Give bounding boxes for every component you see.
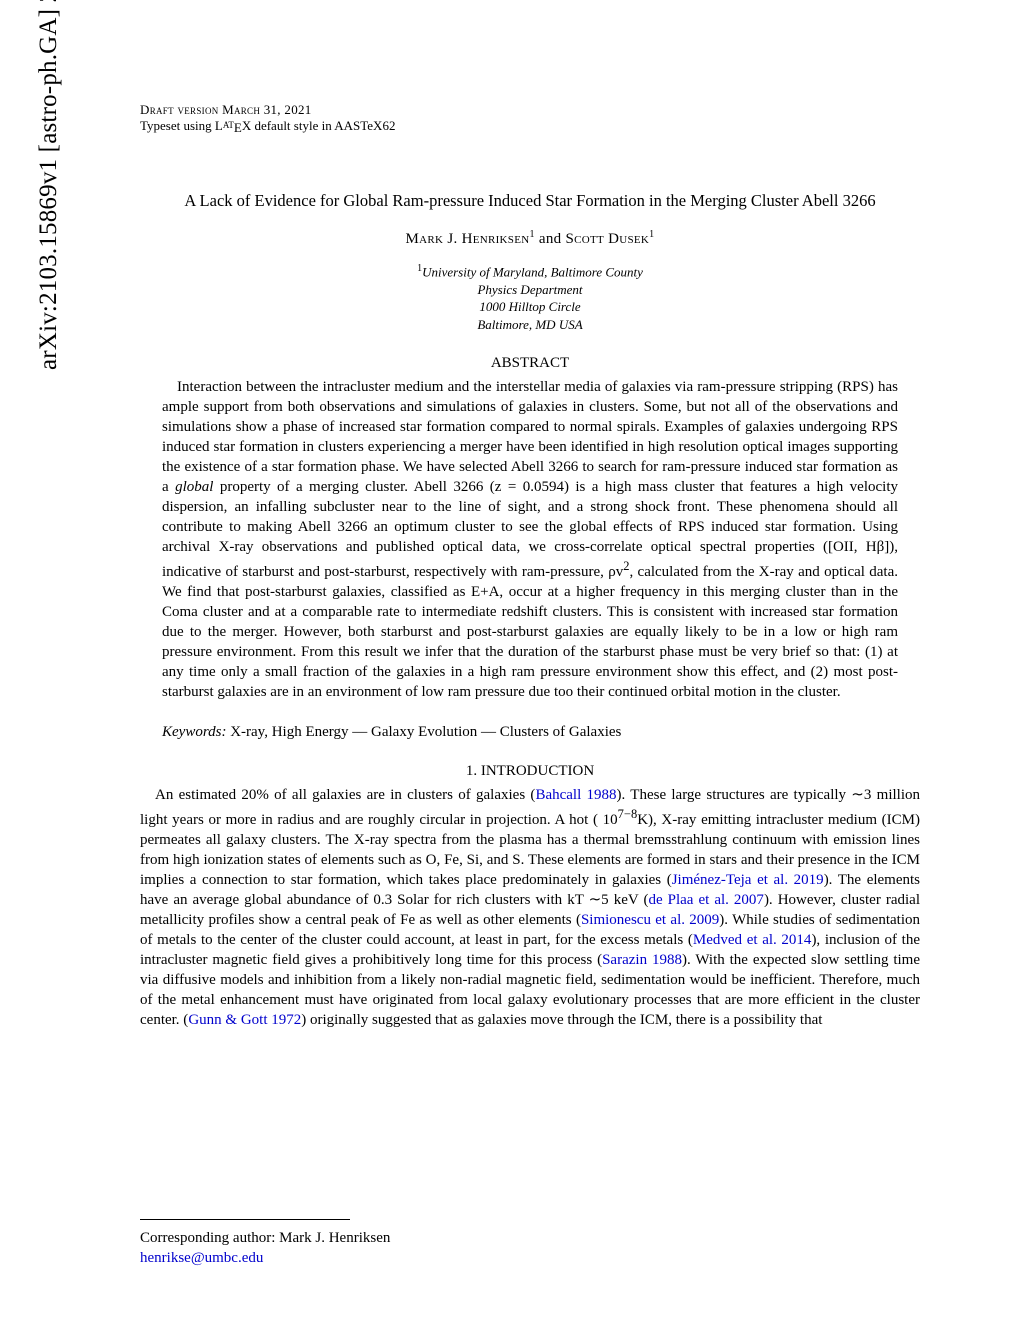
intro-9: ) originally suggested that as galaxies … — [301, 1012, 822, 1028]
page-content: Draft version March 31, 2021 Typeset usi… — [0, 0, 1020, 1081]
author-1: Mark J. Henriksen — [406, 231, 530, 247]
footer-rule — [140, 1219, 350, 1220]
draft-version: Draft version March 31, 2021 — [140, 102, 920, 118]
affiliation-line3: 1000 Hilltop Circle — [479, 299, 580, 314]
abstract-heading: ABSTRACT — [140, 355, 920, 372]
latex-rest: X default style in AASTeX62 — [242, 118, 396, 133]
keywords-label: Keywords: — [162, 724, 230, 740]
paper-title: A Lack of Evidence for Global Ram-pressu… — [140, 191, 920, 211]
abstract-global: global — [175, 479, 213, 495]
author-2: Scott Dusek — [565, 231, 649, 247]
section-title: INTRODUCTION — [481, 763, 594, 779]
cite-jimenez[interactable]: Jiménez-Teja et al. 2019 — [672, 872, 824, 888]
intro-sup78: 7−8 — [618, 807, 638, 821]
section-number: 1. — [466, 763, 481, 779]
affiliation-line1: University of Maryland, Baltimore County — [422, 264, 643, 279]
typeset-prefix: Typeset using L — [140, 118, 223, 133]
footer: Corresponding author: Mark J. Henriksen … — [140, 1219, 920, 1269]
corresponding-author: Corresponding author: Mark J. Henriksen — [140, 1228, 920, 1248]
intro-1: An estimated 20% of all galaxies are in … — [155, 787, 535, 803]
keywords-text: X-ray, High Energy — Galaxy Evolution — … — [230, 724, 621, 740]
affiliation-line2: Physics Department — [477, 282, 582, 297]
section-heading: 1. INTRODUCTION — [140, 763, 920, 780]
author-and: and — [535, 231, 566, 247]
keywords: Keywords: X-ray, High Energy — Galaxy Ev… — [140, 724, 920, 741]
cite-medved[interactable]: Medved et al. 2014 — [693, 932, 812, 948]
abstract-part1: Interaction between the intracluster med… — [162, 379, 898, 495]
introduction-text: An estimated 20% of all galaxies are in … — [140, 786, 920, 1030]
latex-e: E — [234, 120, 242, 135]
cite-deplaa[interactable]: de Plaa et al. 2007 — [648, 892, 763, 908]
affiliation-line4: Baltimore, MD USA — [477, 317, 582, 332]
cite-bahcall[interactable]: Bahcall 1988 — [535, 787, 616, 803]
abstract-part3: , calculated from the X-ray and optical … — [162, 564, 898, 700]
cite-simionescu[interactable]: Simionescu et al. 2009 — [581, 912, 719, 928]
latex-a: AT — [223, 120, 234, 130]
typeset-line: Typeset using LATEX default style in AAS… — [140, 118, 920, 136]
cite-sarazin[interactable]: Sarazin 1988 — [602, 952, 682, 968]
corresponding-email[interactable]: henrikse@umbc.edu — [140, 1248, 920, 1268]
affiliation: 1University of Maryland, Baltimore Count… — [140, 262, 920, 334]
cite-gunn[interactable]: Gunn & Gott 1972 — [188, 1012, 301, 1028]
authors: Mark J. Henriksen1 and Scott Dusek1 — [140, 229, 920, 248]
abstract-text: Interaction between the intracluster med… — [140, 378, 920, 702]
author-2-sup: 1 — [649, 229, 654, 240]
